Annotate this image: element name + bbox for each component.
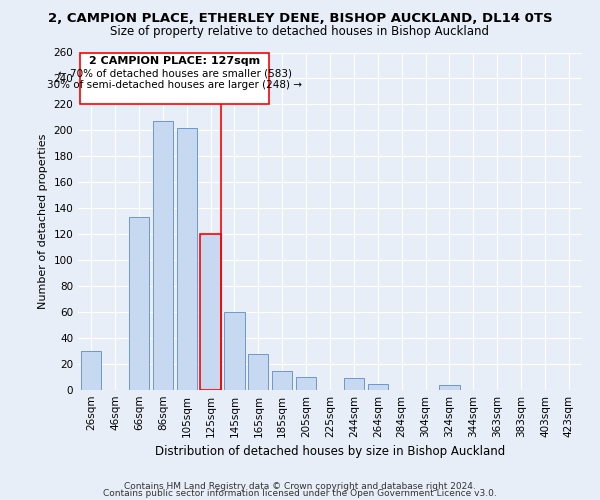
Text: ← 70% of detached houses are smaller (583): ← 70% of detached houses are smaller (58… — [58, 68, 292, 78]
Text: Contains HM Land Registry data © Crown copyright and database right 2024.: Contains HM Land Registry data © Crown c… — [124, 482, 476, 491]
Bar — [176, 128, 197, 390]
Text: Size of property relative to detached houses in Bishop Auckland: Size of property relative to detached ho… — [110, 25, 490, 38]
Bar — [81, 351, 101, 390]
Bar — [152, 122, 173, 390]
X-axis label: Distribution of detached houses by size in Bishop Auckland: Distribution of detached houses by size … — [155, 446, 505, 458]
Text: 2, CAMPION PLACE, ETHERLEY DENE, BISHOP AUCKLAND, DL14 0TS: 2, CAMPION PLACE, ETHERLEY DENE, BISHOP … — [47, 12, 553, 26]
Bar — [296, 377, 316, 390]
Bar — [272, 370, 292, 390]
Bar — [129, 218, 149, 390]
Bar — [368, 384, 388, 390]
Bar — [200, 234, 221, 390]
Bar — [439, 385, 460, 390]
Text: 2 CAMPION PLACE: 127sqm: 2 CAMPION PLACE: 127sqm — [89, 56, 260, 66]
Bar — [344, 378, 364, 390]
Bar — [224, 312, 245, 390]
Text: 30% of semi-detached houses are larger (248) →: 30% of semi-detached houses are larger (… — [47, 80, 302, 90]
Y-axis label: Number of detached properties: Number of detached properties — [38, 134, 48, 309]
FancyBboxPatch shape — [80, 52, 269, 104]
Bar — [248, 354, 268, 390]
Text: Contains public sector information licensed under the Open Government Licence v3: Contains public sector information licen… — [103, 489, 497, 498]
